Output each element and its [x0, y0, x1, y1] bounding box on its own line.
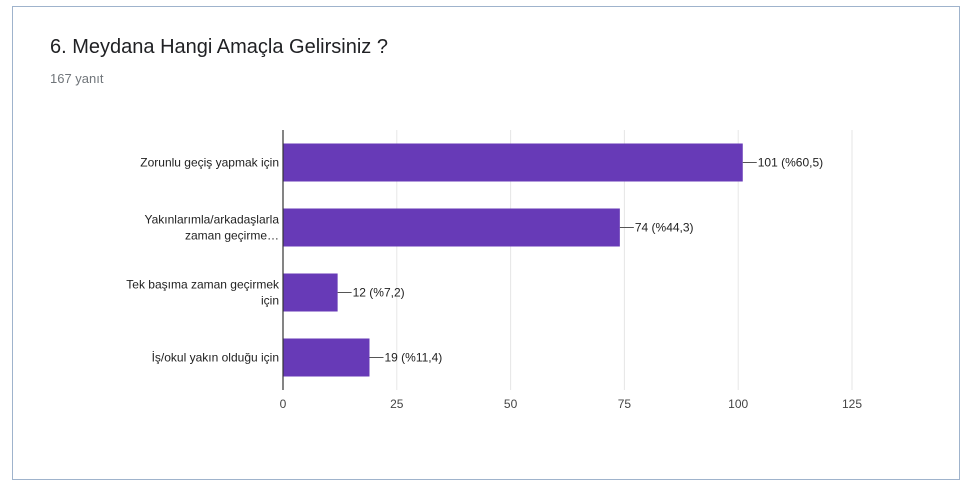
bar [283, 338, 370, 377]
x-tick-label: 125 [842, 397, 862, 411]
data-label-leaders [337, 162, 757, 358]
bar [283, 273, 338, 312]
page-title: 6. Meydana Hangi Amaçla Gelirsiniz ? [50, 36, 388, 58]
category-label: İş/okul yakın olduğu için [152, 351, 279, 365]
x-tick-label: 100 [728, 397, 748, 411]
category-label: için [261, 294, 279, 308]
category-label: Tek başıma zaman geçirmek [126, 278, 280, 292]
x-tick-labels: 0 25 50 75 100 125 [280, 397, 863, 411]
data-label: 12 (%7,2) [353, 286, 405, 300]
x-tick-label: 75 [618, 397, 632, 411]
bar [283, 143, 743, 182]
data-label: 19 (%11,4) [384, 351, 442, 365]
category-label: Yakınlarımla/arkadaşlarla [144, 213, 279, 227]
category-label: Zorunlu geçiş yapmak için [140, 156, 279, 170]
x-tick-label: 0 [280, 397, 287, 411]
x-tick-label: 25 [390, 397, 404, 411]
bar [283, 208, 620, 247]
category-labels: Zorunlu geçiş yapmak için Yakınlarımla/ar… [126, 156, 280, 365]
data-label: 74 (%44,3) [635, 221, 694, 235]
data-labels: 101 (%60,5) 74 (%44,3) 12 (%7,2) 19 (%11,4) [353, 156, 824, 365]
bars [283, 143, 743, 377]
x-tick-label: 50 [504, 397, 518, 411]
data-label: 101 (%60,5) [758, 156, 823, 170]
category-label: zaman geçirme… [185, 229, 279, 243]
response-count: 167 yanıt [50, 71, 104, 86]
